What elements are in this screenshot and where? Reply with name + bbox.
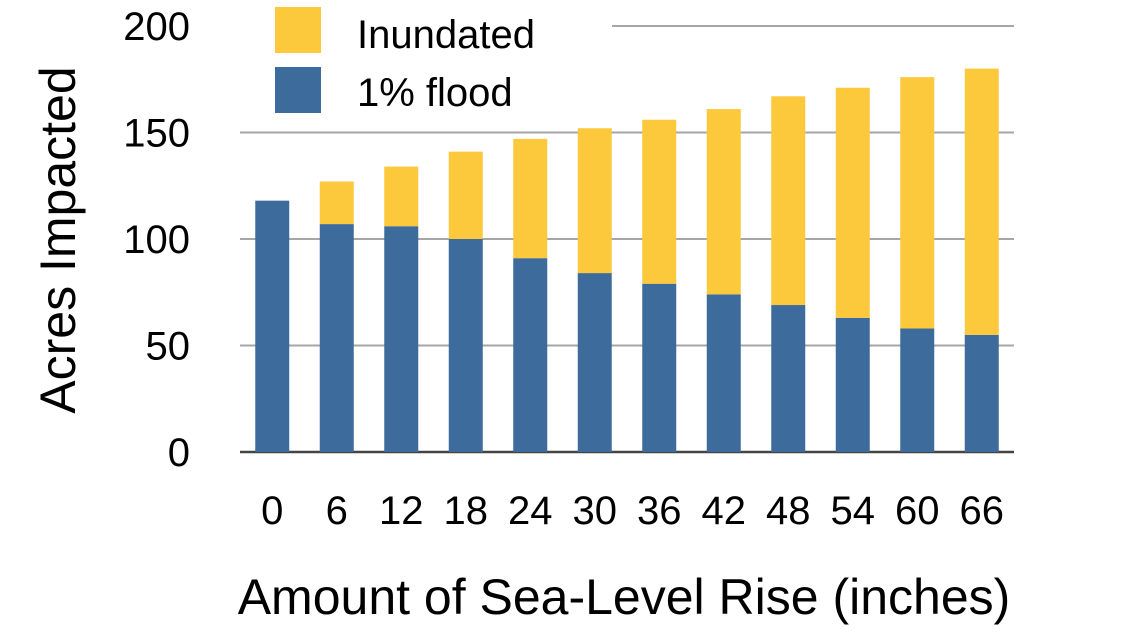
x-tick-label: 0 xyxy=(261,489,283,533)
legend-label-inundated: Inundated xyxy=(357,13,535,57)
bar-inundated-24 xyxy=(513,138,548,259)
x-tick-label: 30 xyxy=(573,489,618,533)
x-tick-label: 6 xyxy=(326,489,348,533)
gridlines xyxy=(240,25,1014,454)
bar-inundated-6 xyxy=(319,181,354,225)
bar-1pct-flood-48 xyxy=(771,305,806,452)
bar-inundated-42 xyxy=(706,109,741,295)
bar-1pct-flood-24 xyxy=(513,258,548,452)
x-tick-label: 48 xyxy=(766,489,811,533)
x-tick-label: 66 xyxy=(960,489,1005,533)
bar-inundated-48 xyxy=(771,96,806,306)
y-tick-label: 0 xyxy=(168,431,190,475)
legend-swatch-inundated xyxy=(275,7,321,53)
x-tick-label: 60 xyxy=(895,489,940,533)
bar-1pct-flood-12 xyxy=(384,226,419,452)
y-axis-ticks: 0 50 100 150 200 xyxy=(123,5,190,475)
bar-1pct-flood-66 xyxy=(964,334,999,452)
bar-inundated-30 xyxy=(577,128,612,274)
bar-1pct-flood-60 xyxy=(900,328,935,452)
bar-1pct-flood-0 xyxy=(255,200,290,452)
bar-inundated-60 xyxy=(900,77,935,329)
bars xyxy=(255,68,999,452)
bar-inundated-54 xyxy=(835,87,870,318)
x-tick-label: 24 xyxy=(508,489,553,533)
x-tick-label: 54 xyxy=(831,489,876,533)
x-tick-label: 36 xyxy=(637,489,682,533)
bar-1pct-flood-30 xyxy=(577,273,612,452)
x-tick-label: 18 xyxy=(444,489,489,533)
x-tick-label: 12 xyxy=(379,489,424,533)
legend: Inundated 1% flood xyxy=(275,7,535,115)
legend-swatch-1pct-flood xyxy=(275,67,321,113)
bar-1pct-flood-54 xyxy=(835,317,870,452)
bar-1pct-flood-42 xyxy=(706,294,741,452)
y-tick-label: 200 xyxy=(123,5,190,49)
x-axis-title: Amount of Sea-Level Rise (inches) xyxy=(238,569,1011,625)
x-tick-label: 42 xyxy=(702,489,747,533)
legend-label-1pct-flood: 1% flood xyxy=(357,71,513,115)
bar-inundated-66 xyxy=(964,68,999,335)
y-tick-label: 50 xyxy=(146,325,191,369)
bar-inundated-36 xyxy=(642,119,677,284)
y-tick-label: 150 xyxy=(123,112,190,156)
bar-inundated-12 xyxy=(384,166,419,227)
bar-inundated-18 xyxy=(448,151,483,239)
y-tick-label: 100 xyxy=(123,218,190,262)
bar-1pct-flood-18 xyxy=(448,239,483,452)
x-axis-ticks: 0 6 12 18 24 30 36 42 48 54 60 66 xyxy=(261,489,1004,533)
bar-1pct-flood-36 xyxy=(642,283,677,452)
bar-1pct-flood-6 xyxy=(319,224,354,452)
y-axis-title: Acres Impacted xyxy=(30,66,86,413)
